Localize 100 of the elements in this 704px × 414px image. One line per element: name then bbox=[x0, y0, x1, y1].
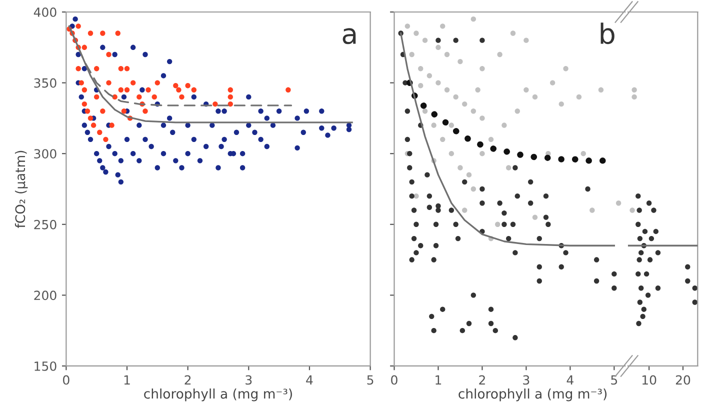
point bbox=[173, 83, 178, 88]
point bbox=[580, 150, 586, 156]
annotation: a bbox=[342, 28, 356, 44]
point bbox=[440, 136, 446, 142]
x-tick-label: 10 bbox=[642, 375, 656, 385]
point bbox=[436, 44, 441, 50]
point bbox=[514, 108, 520, 114]
point bbox=[109, 122, 114, 128]
point bbox=[121, 108, 127, 114]
point bbox=[82, 87, 88, 92]
point bbox=[436, 80, 441, 86]
point bbox=[590, 208, 595, 213]
point bbox=[176, 87, 182, 92]
point bbox=[212, 101, 218, 107]
point bbox=[191, 87, 197, 92]
point bbox=[82, 101, 88, 107]
point bbox=[444, 52, 450, 58]
point bbox=[76, 66, 81, 72]
x-tick-label: 4 bbox=[566, 375, 574, 384]
point bbox=[409, 52, 414, 58]
x-axis-title: chlorophyll a (mg m⁻³) bbox=[458, 388, 607, 402]
point bbox=[431, 122, 436, 128]
point bbox=[475, 87, 480, 92]
y-tick-label: 250 bbox=[34, 220, 56, 230]
point bbox=[470, 16, 476, 22]
point bbox=[444, 87, 450, 92]
point bbox=[422, 38, 428, 43]
point bbox=[550, 80, 556, 86]
point bbox=[563, 66, 568, 72]
line-series bbox=[71, 32, 292, 106]
point bbox=[453, 94, 458, 100]
point bbox=[558, 101, 564, 107]
x-tick-label: 1 bbox=[124, 375, 130, 384]
point bbox=[142, 108, 148, 114]
point bbox=[78, 80, 84, 86]
x-axis-title: chlorophyll a (mg m⁻³) bbox=[144, 388, 292, 402]
point bbox=[480, 150, 485, 156]
point bbox=[228, 87, 234, 92]
point bbox=[84, 108, 90, 114]
point bbox=[470, 108, 476, 114]
point bbox=[76, 24, 81, 29]
point bbox=[462, 101, 468, 107]
x-tick-label: 2 bbox=[479, 375, 485, 384]
x-tick-label: 5 bbox=[611, 375, 618, 385]
x-tick-label: 3 bbox=[246, 375, 252, 385]
point bbox=[100, 30, 106, 36]
x-tick-label: 20 bbox=[676, 375, 690, 385]
point bbox=[124, 87, 130, 92]
point bbox=[497, 52, 502, 58]
point bbox=[480, 116, 485, 121]
point bbox=[228, 94, 234, 100]
point bbox=[179, 94, 184, 100]
point bbox=[418, 66, 424, 72]
point bbox=[185, 83, 190, 88]
point bbox=[97, 130, 102, 135]
annotation: b bbox=[600, 22, 614, 44]
point bbox=[422, 108, 428, 114]
point bbox=[118, 87, 124, 92]
point bbox=[106, 80, 112, 86]
point bbox=[90, 122, 96, 128]
point bbox=[495, 222, 500, 227]
point bbox=[488, 136, 494, 142]
point bbox=[118, 66, 124, 72]
point bbox=[524, 87, 529, 92]
y-tick-label: 200 bbox=[34, 290, 56, 300]
point bbox=[458, 58, 463, 64]
x-tick-label: 3 bbox=[523, 375, 530, 385]
point bbox=[448, 122, 454, 128]
point bbox=[103, 136, 108, 142]
point bbox=[124, 66, 130, 72]
point bbox=[94, 94, 100, 100]
point bbox=[598, 87, 604, 92]
point bbox=[506, 165, 512, 170]
point bbox=[146, 87, 151, 92]
point bbox=[462, 208, 468, 213]
point bbox=[524, 38, 529, 43]
point bbox=[88, 30, 94, 36]
point bbox=[532, 214, 538, 220]
point bbox=[470, 186, 476, 192]
point bbox=[136, 94, 142, 100]
x-tick-label: 2 bbox=[184, 375, 191, 384]
point bbox=[94, 66, 100, 72]
x-tick-label: 0 bbox=[63, 375, 70, 385]
point bbox=[532, 94, 538, 100]
point bbox=[106, 52, 112, 58]
point bbox=[480, 66, 485, 72]
x-tick-label: 4 bbox=[306, 375, 313, 384]
y-tick-label: 350 bbox=[34, 78, 56, 88]
y-tick-label: 400 bbox=[34, 7, 56, 17]
point bbox=[414, 30, 419, 36]
y-tick-label: 300 bbox=[34, 149, 56, 159]
x-tick-label: 1 bbox=[436, 375, 442, 384]
point bbox=[448, 150, 454, 156]
point bbox=[115, 30, 120, 36]
point bbox=[418, 83, 424, 88]
point bbox=[404, 24, 410, 29]
point bbox=[152, 94, 157, 100]
point bbox=[458, 165, 463, 170]
point bbox=[466, 172, 472, 178]
point bbox=[82, 44, 88, 50]
